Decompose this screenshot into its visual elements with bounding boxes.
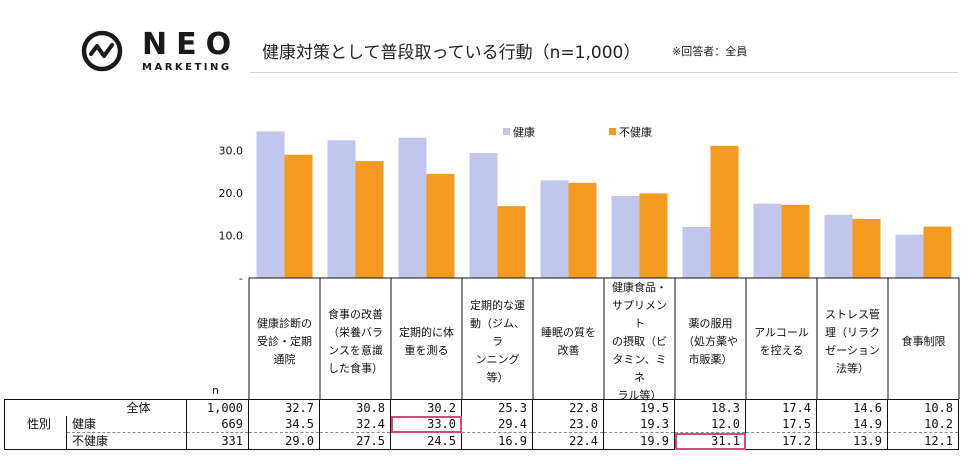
legend-label: 健康	[513, 125, 535, 139]
table-row: 性別 健康 669 34.5 32.4 33.0 29.4 23.0 19.3 …	[4, 416, 959, 433]
value-cell: 25.3	[461, 399, 533, 416]
bar-unhealthy	[852, 218, 881, 278]
value-cell: 23.0	[532, 416, 604, 433]
bar-unhealthy	[923, 226, 952, 278]
group-cell-empty	[4, 399, 67, 416]
bar-healthy	[398, 137, 427, 278]
bar-unhealthy	[426, 173, 455, 278]
value-cell: 22.4	[532, 432, 604, 450]
bar-unhealthy	[284, 154, 313, 278]
neo-logo-mark	[81, 30, 123, 72]
bar-unhealthy	[497, 206, 526, 278]
value-cell: 24.5	[390, 432, 462, 450]
legend-swatch	[609, 128, 616, 135]
value-cell: 27.5	[319, 432, 391, 450]
value-cell-highlighted: 33.0	[390, 416, 462, 433]
value-cell: 29.4	[461, 416, 533, 433]
value-cell: 13.9	[816, 432, 888, 450]
bar-healthy	[682, 227, 711, 278]
page-title: 健康対策として普段取っている行動（n=1,000）	[262, 43, 641, 63]
value-cell: 18.3	[674, 399, 746, 416]
bar-healthy	[611, 195, 640, 278]
logo-sub: MARKETING	[142, 62, 232, 73]
bar-healthy	[824, 214, 853, 278]
data-table: 全体 1,000 32.7 30.8 30.2 25.3 22.8 19.5 1…	[4, 399, 959, 450]
value-cell: 34.5	[248, 416, 320, 433]
value-cell: 29.0	[248, 432, 320, 450]
value-cell: 17.2	[745, 432, 817, 450]
group-cell-empty	[4, 432, 67, 450]
respondent-note: ※回答者：全員	[672, 45, 748, 58]
bar-healthy	[256, 131, 285, 278]
value-cell: 14.6	[816, 399, 888, 416]
value-cell: 30.2	[390, 399, 462, 416]
value-cell: 12.0	[674, 416, 746, 433]
n-cell: 669	[186, 416, 249, 433]
value-cell: 17.4	[745, 399, 817, 416]
value-cell: 19.5	[603, 399, 675, 416]
value-cell: 12.1	[887, 432, 959, 450]
value-cell-highlighted: 31.1	[674, 432, 746, 450]
table-row: 全体 1,000 32.7 30.8 30.2 25.3 22.8 19.5 1…	[4, 399, 959, 416]
value-cell: 32.4	[319, 416, 391, 433]
bar-healthy	[753, 203, 782, 278]
y-tick-label: 10.0	[219, 230, 244, 243]
value-cell: 32.7	[248, 399, 320, 416]
n-cell: 331	[186, 432, 249, 450]
row-label: 不健康	[66, 432, 187, 450]
y-tick-label: 20.0	[219, 187, 244, 200]
value-cell: 30.8	[319, 399, 391, 416]
value-cell: 16.9	[461, 432, 533, 450]
logo-brand: NEO	[142, 27, 241, 62]
bar-unhealthy	[568, 182, 597, 278]
value-cell: 10.8	[887, 399, 959, 416]
value-cell: 10.2	[887, 416, 959, 433]
n-cell: 1,000	[186, 399, 249, 416]
bar-unhealthy	[355, 161, 384, 278]
bar-healthy	[469, 153, 498, 278]
bar-healthy	[540, 180, 569, 278]
value-cell: 19.3	[603, 416, 675, 433]
row-label: 全体	[66, 399, 187, 416]
row-label: 健康	[66, 416, 187, 433]
title-underline	[250, 72, 958, 73]
bar-unhealthy	[639, 193, 668, 278]
legend-label: 不健康	[619, 125, 652, 139]
value-cell: 22.8	[532, 399, 604, 416]
bar-unhealthy	[781, 204, 810, 278]
y-tick-label: -	[239, 272, 243, 285]
value-cell: 14.9	[816, 416, 888, 433]
bar-healthy	[327, 140, 356, 278]
legend-swatch	[503, 128, 510, 135]
y-tick-label: 30.0	[219, 145, 244, 158]
bar-unhealthy	[710, 145, 739, 278]
bar-healthy	[895, 234, 924, 278]
table-row: 不健康 331 29.0 27.5 24.5 16.9 22.4 19.9 31…	[4, 432, 959, 450]
group-label: 性別	[4, 416, 67, 433]
value-cell: 17.5	[745, 416, 817, 433]
n-header: n	[212, 384, 219, 397]
value-cell: 19.9	[603, 432, 675, 450]
